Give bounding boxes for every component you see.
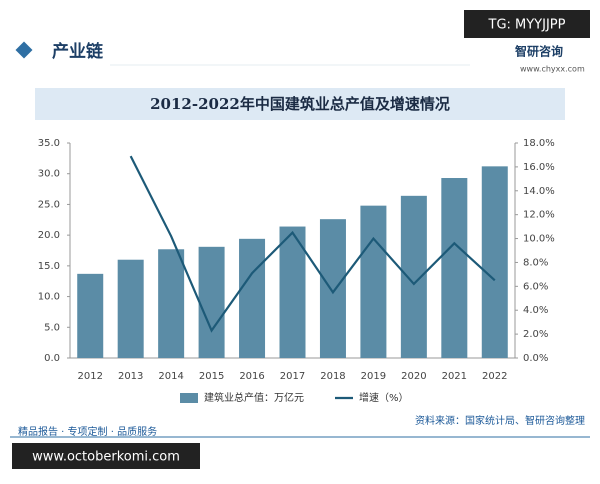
y2-tick-label: 2.0% <box>523 329 548 340</box>
overlay-text: TG: MYYJJPP <box>488 18 566 33</box>
bar <box>77 273 104 358</box>
bar <box>198 246 225 358</box>
y2-tick-label: 14.0% <box>523 186 555 197</box>
y2-tick-label: 16.0% <box>523 162 555 173</box>
legend-swatch <box>180 393 198 403</box>
chart-title: 2012-2022年中国建筑业总产值及增速情况 <box>150 95 450 113</box>
y-tick-label: 0.0 <box>44 353 60 364</box>
y2-tick-label: 18.0% <box>523 138 555 149</box>
y2-tick-label: 10.0% <box>523 234 555 245</box>
legend-label: 建筑业总产值：万亿元 <box>204 391 304 404</box>
y-tick-label: 20.0 <box>38 230 60 241</box>
bar <box>239 238 266 358</box>
overlay-box <box>12 443 200 469</box>
y-tick-label: 25.0 <box>38 199 60 210</box>
x-tick-label: 2020 <box>401 371 426 382</box>
y-tick-label: 35.0 <box>38 138 60 149</box>
footer: 精品报告 · 专项定制 · 品质服务 <box>18 425 157 438</box>
y-tick-label: 10.0 <box>38 292 60 303</box>
y2-tick-label: 6.0% <box>523 281 548 292</box>
y2-tick-label: 4.0% <box>523 305 548 316</box>
x-tick-label: 2016 <box>239 371 264 382</box>
y-tick-label: 30.0 <box>38 169 60 180</box>
legend-label: 增速（%） <box>359 391 409 404</box>
bar <box>279 226 306 358</box>
bar <box>117 259 144 358</box>
x-tick-label: 2014 <box>158 371 183 382</box>
logo-text: 智研咨询 <box>514 44 563 59</box>
header-title: 产业链 <box>52 41 104 62</box>
bar <box>400 195 427 358</box>
source: 资料来源：国家统计局、智研咨询整理 <box>415 414 585 427</box>
x-tick-label: 2021 <box>442 371 467 382</box>
bar <box>319 219 346 358</box>
y2-tick-label: 0.0% <box>523 353 548 364</box>
logo-url: www.chyxx.com <box>520 65 585 74</box>
x-tick-label: 2015 <box>199 371 224 382</box>
y-tick-label: 15.0 <box>38 261 60 272</box>
x-tick-label: 2019 <box>361 371 386 382</box>
line <box>129 155 496 333</box>
bar <box>158 249 185 358</box>
x-tick-label: 2013 <box>118 371 143 382</box>
y2-tick-label: 12.0% <box>523 210 555 221</box>
overlay-box <box>464 10 590 38</box>
bar <box>441 178 468 358</box>
title-band <box>35 88 565 120</box>
x-tick-label: 2022 <box>482 371 507 382</box>
overlay-text: www.octoberkomi.com <box>32 450 180 465</box>
x-tick-label: 2017 <box>280 371 305 382</box>
y2-tick-label: 8.0% <box>523 257 548 268</box>
y-tick-label: 5.0 <box>44 322 60 333</box>
bar <box>360 205 387 358</box>
x-tick-label: 2012 <box>78 371 103 382</box>
bar <box>481 166 508 358</box>
x-tick-label: 2018 <box>320 371 345 382</box>
